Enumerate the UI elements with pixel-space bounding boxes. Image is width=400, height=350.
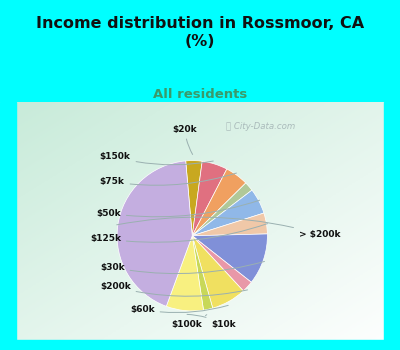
Text: $60k: $60k xyxy=(130,305,228,314)
Wedge shape xyxy=(192,213,267,236)
Text: $200k: $200k xyxy=(100,282,248,296)
Text: Income distribution in Rossmoor, CA
(%): Income distribution in Rossmoor, CA (%) xyxy=(36,16,364,49)
Text: All residents: All residents xyxy=(153,88,247,101)
Wedge shape xyxy=(192,236,243,308)
Text: ⓘ City-Data.com: ⓘ City-Data.com xyxy=(226,122,295,131)
Wedge shape xyxy=(186,161,202,236)
Bar xyxy=(0,340,400,350)
Wedge shape xyxy=(192,234,268,282)
Text: $125k: $125k xyxy=(90,224,268,243)
Text: $150k: $150k xyxy=(100,152,213,165)
Wedge shape xyxy=(192,190,264,236)
Text: $20k: $20k xyxy=(172,125,197,154)
Text: $10k: $10k xyxy=(187,314,236,329)
Wedge shape xyxy=(192,236,251,291)
Text: $30k: $30k xyxy=(100,261,264,274)
Wedge shape xyxy=(192,169,246,236)
Text: $75k: $75k xyxy=(100,173,236,186)
Wedge shape xyxy=(166,236,204,311)
Bar xyxy=(0,102,16,350)
Bar xyxy=(384,102,400,350)
Text: $100k: $100k xyxy=(171,315,207,329)
Text: $50k: $50k xyxy=(96,200,260,218)
Wedge shape xyxy=(192,183,252,236)
Wedge shape xyxy=(192,236,213,310)
Wedge shape xyxy=(192,161,227,236)
Wedge shape xyxy=(117,161,192,306)
Text: > $200k: > $200k xyxy=(117,217,340,239)
